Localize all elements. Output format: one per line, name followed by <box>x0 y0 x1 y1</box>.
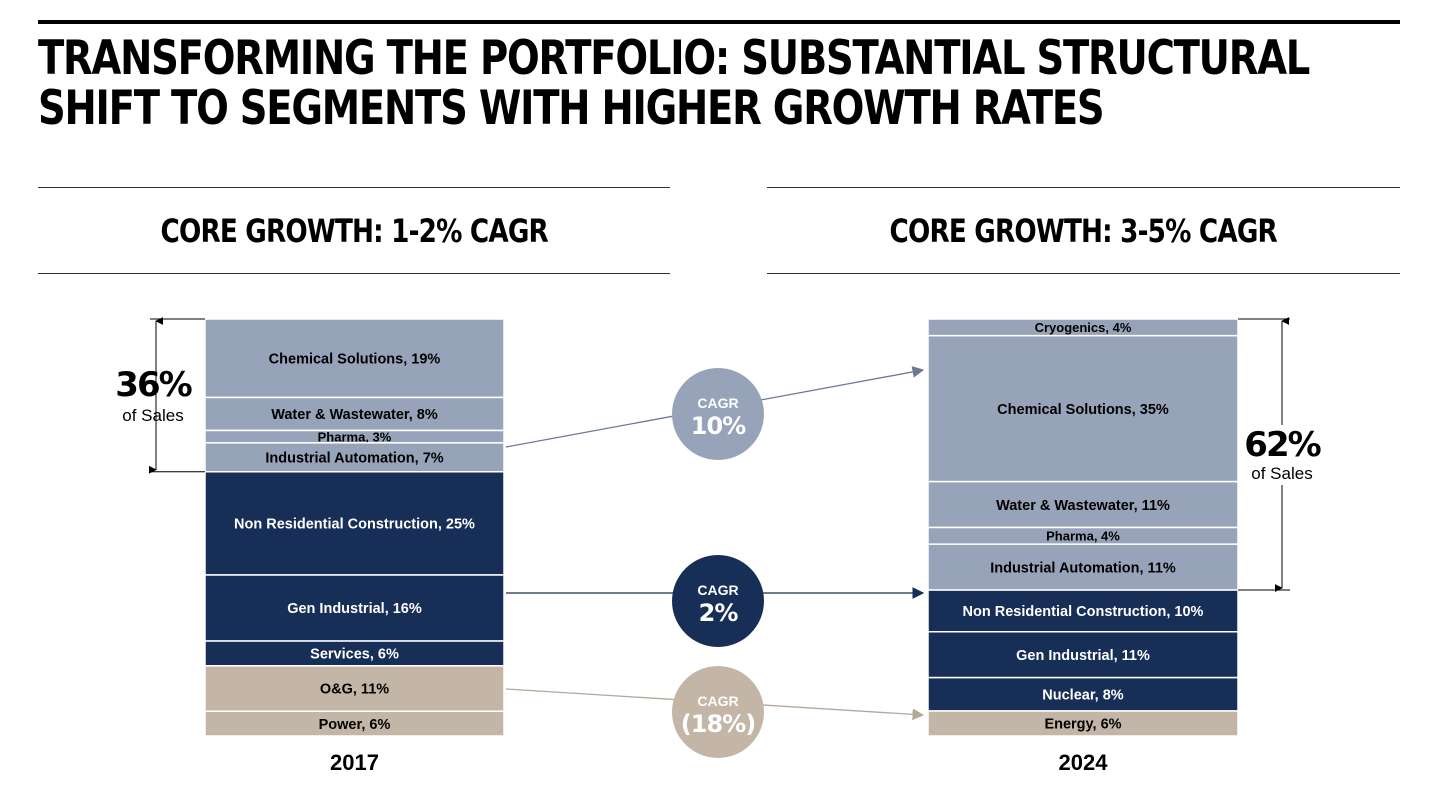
bar-segment-2017-6 <box>204 640 505 667</box>
year-label-2024: 2024 <box>1059 750 1109 775</box>
segment-label-2024-6: Gen Industrial, 11% <box>1016 648 1150 664</box>
title-line-2: SHIFT TO SEGMENTS WITH HIGHER GROWTH RAT… <box>38 81 1105 136</box>
cagr-value-0: 10% <box>691 412 746 440</box>
cagr-circle-0 <box>672 368 764 460</box>
segment-label-2024-5: Non Residential Construction, 10% <box>963 604 1204 620</box>
cagr-value-1: 2% <box>699 599 739 627</box>
left-header-text: CORE GROWTH: 1-2% CAGR <box>160 212 548 250</box>
segment-label-2024-3: Pharma, 4% <box>1046 529 1120 544</box>
segment-label-2024-4: Industrial Automation, 11% <box>990 560 1176 576</box>
bar-segment-2024-8 <box>927 710 1239 737</box>
left-header-rule-bottom <box>38 273 670 274</box>
cagr-label-1: CAGR <box>697 582 738 598</box>
page-title: TRANSFORMING THE PORTFOLIO: SUBSTANTIAL … <box>38 34 1408 134</box>
bracket-right-label-bg <box>1248 425 1318 485</box>
bar-segment-2017-0 <box>204 318 505 399</box>
segment-label-2017-0: Chemical Solutions, 19% <box>269 351 441 367</box>
bracket-left-value: 36% <box>115 365 191 405</box>
segment-label-2024-8: Energy, 6% <box>1044 717 1121 733</box>
segment-label-2017-7: O&G, 11% <box>320 682 389 698</box>
bar-segment-2017-1 <box>204 396 505 432</box>
right-header: CORE GROWTH: 3-5% CAGR <box>767 212 1399 250</box>
bracket-right-value: 62% <box>1244 425 1320 465</box>
bar-segment-2017-3 <box>204 442 505 473</box>
bar-segment-2017-5 <box>204 574 505 642</box>
segment-label-2024-0: Cryogenics, 4% <box>1035 320 1132 335</box>
bar-segment-2017-4 <box>204 471 505 576</box>
cagr-circle-2 <box>672 666 764 758</box>
segment-label-2017-6: Services, 6% <box>310 647 399 663</box>
bar-segment-2024-7 <box>927 676 1239 712</box>
cagr-value-2: (18%) <box>681 710 755 738</box>
segment-label-2017-1: Water & Wastewater, 8% <box>271 407 438 423</box>
cagr-circle-1 <box>672 555 764 647</box>
segment-label-2017-8: Power, 6% <box>319 717 391 733</box>
bar-segment-2024-1 <box>927 334 1239 483</box>
top-rule <box>38 20 1400 24</box>
right-header-rule-top <box>767 187 1400 188</box>
bar-segment-2024-2 <box>927 480 1239 529</box>
segment-label-2024-2: Water & Wastewater, 11% <box>996 498 1170 514</box>
right-header-text: CORE GROWTH: 3-5% CAGR <box>889 212 1277 250</box>
left-header-rule-top <box>38 187 670 188</box>
left-header: CORE GROWTH: 1-2% CAGR <box>38 212 670 250</box>
segment-label-2017-5: Gen Industrial, 16% <box>287 601 422 617</box>
cagr-label-0: CAGR <box>697 395 738 411</box>
bracket-right-sub: of Sales <box>1251 464 1312 483</box>
segment-label-2024-1: Chemical Solutions, 35% <box>997 402 1169 418</box>
bar-segment-2017-8 <box>204 710 505 737</box>
bar-segment-2024-6 <box>927 631 1239 679</box>
bracket-left-sub: of Sales <box>122 406 183 425</box>
segment-label-2017-3: Industrial Automation, 7% <box>265 451 443 467</box>
segment-label-2017-2: Pharma, 3% <box>318 429 392 444</box>
year-label-2017: 2017 <box>330 750 379 775</box>
right-header-rule-bottom <box>767 273 1400 274</box>
segment-label-2017-4: Non Residential Construction, 25% <box>234 517 475 533</box>
cagr-label-2: CAGR <box>697 693 738 709</box>
title-line-1: TRANSFORMING THE PORTFOLIO: SUBSTANTIAL … <box>38 31 1310 86</box>
segment-label-2024-7: Nuclear, 8% <box>1042 688 1124 704</box>
